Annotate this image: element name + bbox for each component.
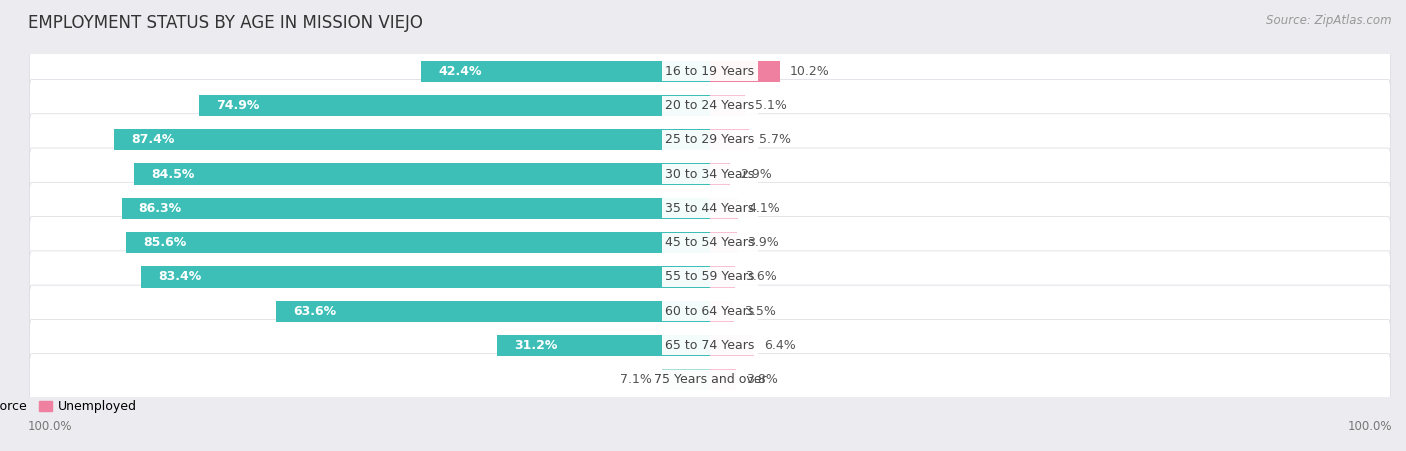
- Bar: [121, 198, 710, 219]
- Bar: [710, 95, 745, 116]
- Text: 74.9%: 74.9%: [217, 99, 260, 112]
- Bar: [420, 60, 710, 82]
- Text: EMPLOYMENT STATUS BY AGE IN MISSION VIEJO: EMPLOYMENT STATUS BY AGE IN MISSION VIEJ…: [28, 14, 423, 32]
- Text: 3.5%: 3.5%: [744, 305, 776, 318]
- Bar: [710, 60, 779, 82]
- Text: 4.1%: 4.1%: [748, 202, 780, 215]
- FancyBboxPatch shape: [30, 251, 1391, 303]
- Text: 35 to 44 Years: 35 to 44 Years: [665, 202, 755, 215]
- Text: 5.7%: 5.7%: [759, 133, 792, 146]
- FancyBboxPatch shape: [30, 285, 1391, 337]
- FancyBboxPatch shape: [30, 148, 1391, 200]
- Bar: [142, 266, 710, 288]
- Text: 3.8%: 3.8%: [747, 373, 778, 386]
- Bar: [498, 335, 710, 356]
- Text: 30 to 34 Years: 30 to 34 Years: [665, 168, 755, 180]
- Bar: [710, 300, 734, 322]
- Text: 7.1%: 7.1%: [620, 373, 651, 386]
- FancyBboxPatch shape: [30, 182, 1391, 235]
- Text: 85.6%: 85.6%: [143, 236, 187, 249]
- Legend: In Labor Force, Unemployed: In Labor Force, Unemployed: [0, 395, 142, 418]
- Text: 3.9%: 3.9%: [747, 236, 779, 249]
- FancyBboxPatch shape: [30, 216, 1391, 269]
- Text: 63.6%: 63.6%: [294, 305, 336, 318]
- Text: 75 Years and over: 75 Years and over: [654, 373, 766, 386]
- Bar: [710, 335, 754, 356]
- Bar: [134, 163, 710, 185]
- Text: 86.3%: 86.3%: [139, 202, 181, 215]
- Text: 20 to 24 Years: 20 to 24 Years: [665, 99, 755, 112]
- FancyBboxPatch shape: [30, 354, 1391, 406]
- Bar: [127, 232, 710, 253]
- FancyBboxPatch shape: [30, 79, 1391, 132]
- Text: Source: ZipAtlas.com: Source: ZipAtlas.com: [1267, 14, 1392, 27]
- Text: 2.9%: 2.9%: [740, 168, 772, 180]
- FancyBboxPatch shape: [30, 114, 1391, 166]
- Text: 60 to 64 Years: 60 to 64 Years: [665, 305, 755, 318]
- Text: 5.1%: 5.1%: [755, 99, 787, 112]
- Text: 6.4%: 6.4%: [763, 339, 796, 352]
- Text: 45 to 54 Years: 45 to 54 Years: [665, 236, 755, 249]
- Text: 3.6%: 3.6%: [745, 271, 776, 283]
- Bar: [277, 300, 710, 322]
- Text: 55 to 59 Years: 55 to 59 Years: [665, 271, 755, 283]
- Text: 31.2%: 31.2%: [515, 339, 558, 352]
- Bar: [710, 369, 735, 391]
- Text: 65 to 74 Years: 65 to 74 Years: [665, 339, 755, 352]
- Text: 87.4%: 87.4%: [131, 133, 174, 146]
- Bar: [200, 95, 710, 116]
- Bar: [710, 198, 738, 219]
- Bar: [710, 129, 749, 151]
- Bar: [114, 129, 710, 151]
- Text: 25 to 29 Years: 25 to 29 Years: [665, 133, 755, 146]
- Text: 83.4%: 83.4%: [159, 271, 201, 283]
- Bar: [710, 232, 737, 253]
- Bar: [710, 266, 734, 288]
- Text: 42.4%: 42.4%: [437, 65, 481, 78]
- Text: 10.2%: 10.2%: [790, 65, 830, 78]
- Text: 100.0%: 100.0%: [28, 420, 73, 433]
- FancyBboxPatch shape: [30, 319, 1391, 372]
- Text: 100.0%: 100.0%: [1347, 420, 1392, 433]
- Bar: [710, 163, 730, 185]
- Bar: [662, 369, 710, 391]
- FancyBboxPatch shape: [30, 45, 1391, 97]
- Text: 84.5%: 84.5%: [150, 168, 194, 180]
- Text: 16 to 19 Years: 16 to 19 Years: [665, 65, 755, 78]
